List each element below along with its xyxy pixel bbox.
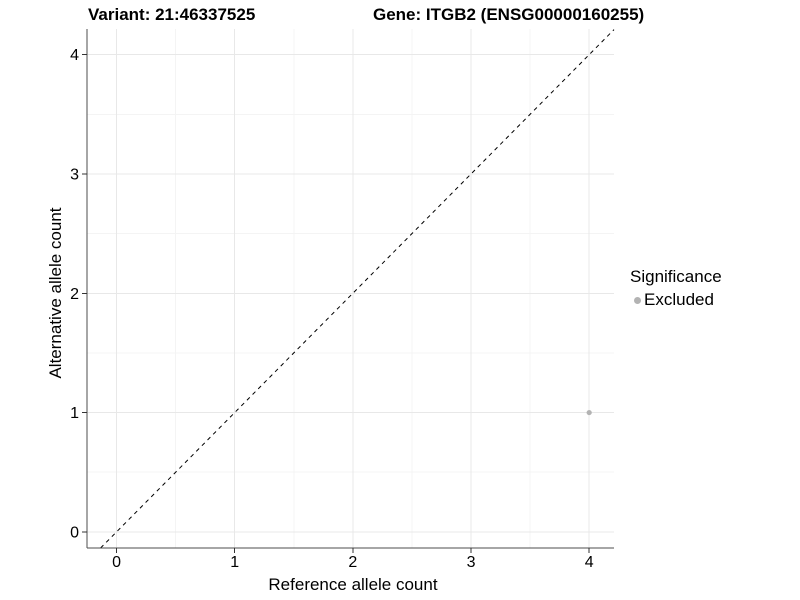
- x-tick-label: 1: [230, 554, 239, 571]
- plot-title-variant: Variant: 21:46337525: [88, 5, 256, 24]
- legend-title: Significance: [630, 267, 722, 286]
- plot-title-gene: Gene: ITGB2 (ENSG00000160255): [373, 5, 645, 24]
- x-tick-label: 3: [467, 554, 476, 571]
- y-tick-label: 3: [70, 166, 79, 183]
- x-tick-label: 2: [348, 554, 357, 571]
- identity-line: [100, 29, 615, 549]
- data-point: [586, 409, 592, 416]
- x-tick-label: 0: [112, 554, 121, 571]
- x-axis-title: Reference allele count: [268, 575, 438, 594]
- y-tick-label: 1: [70, 405, 79, 422]
- legend: Significance Excluded: [630, 267, 722, 310]
- y-tick-label: 2: [70, 286, 79, 303]
- legend-item-excluded: Excluded: [630, 290, 722, 310]
- legend-item-label: Excluded: [644, 290, 714, 309]
- y-axis-title: Alternative allele count: [46, 207, 65, 379]
- legend-point-icon: [634, 296, 641, 304]
- x-tick-label: 4: [585, 554, 594, 571]
- y-tick-label: 4: [70, 47, 79, 64]
- y-tick-label: 0: [70, 524, 79, 541]
